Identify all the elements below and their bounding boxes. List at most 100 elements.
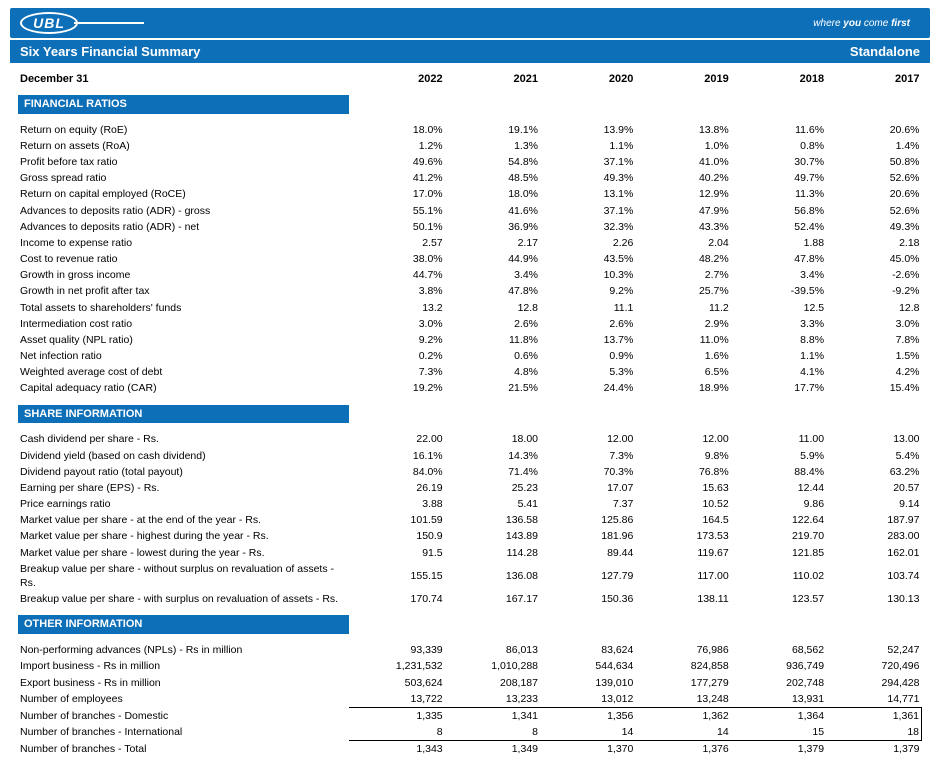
cell-value: 1,376 [635,741,730,758]
row-label: Return on equity (RoE) [18,122,349,138]
cell-value: 12.5 [731,300,826,316]
cell-value: 181.96 [540,528,635,544]
table-row: Breakup value per share - without surplu… [18,561,922,591]
cell-value: 13.9% [540,122,635,138]
cell-value: 20.57 [826,480,921,496]
cell-value: 9.2% [349,332,444,348]
table-row: Number of employees13,72213,23313,01213,… [18,691,922,708]
cell-value: 30.7% [731,154,826,170]
cell-value: 8.8% [731,332,826,348]
cell-value: 55.1% [349,203,444,219]
cell-value: 2.17 [445,235,540,251]
table-row: Intermediation cost ratio3.0%2.6%2.6%2.9… [18,316,922,332]
cell-value: 173.53 [635,528,730,544]
cell-value: 101.59 [349,512,444,528]
cell-value: 2.04 [635,235,730,251]
cell-value: 12.44 [731,480,826,496]
cell-value: 8 [349,724,444,741]
cell-value: 47.8% [445,283,540,299]
year-col: 2022 [349,71,444,95]
cell-value: 52.6% [826,170,921,186]
cell-value: 52.4% [731,219,826,235]
section-header: FINANCIAL RATIOS [18,95,922,114]
cell-value: 19.1% [445,122,540,138]
cell-value: 121.85 [731,545,826,561]
cell-value: 12.00 [635,431,730,447]
cell-value: 38.0% [349,251,444,267]
row-label: Cost to revenue ratio [18,251,349,267]
cell-value: 1,379 [731,741,826,758]
cell-value: 2.18 [826,235,921,251]
cell-value: 9.86 [731,496,826,512]
table-row: Weighted average cost of debt7.3%4.8%5.3… [18,364,922,380]
cell-value: 170.74 [349,591,444,607]
cell-value: 9.2% [540,283,635,299]
cell-value: 43.5% [540,251,635,267]
cell-value: 122.64 [731,512,826,528]
cell-value: 13.7% [540,332,635,348]
cell-value: 17.07 [540,480,635,496]
table-row: Dividend payout ratio (total payout)84.0… [18,464,922,480]
row-label: Number of branches - International [18,724,349,741]
table-row: Dividend yield (based on cash dividend)1… [18,448,922,464]
cell-value: 18.0% [445,186,540,202]
row-label: Number of branches - Domestic [18,707,349,724]
cell-value: 2.26 [540,235,635,251]
cell-value: 49.6% [349,154,444,170]
cell-value: 18.9% [635,380,730,396]
cell-value: 47.8% [731,251,826,267]
cell-value: 43.3% [635,219,730,235]
table-row: Number of branches - Total1,3431,3491,37… [18,741,922,758]
cell-value: 1,362 [635,707,730,724]
cell-value: 139,010 [540,675,635,691]
table-row: Non-performing advances (NPLs) - Rs in m… [18,642,922,658]
cell-value: 162.01 [826,545,921,561]
cell-value: 56.8% [731,203,826,219]
cell-value: 44.9% [445,251,540,267]
row-label: Asset quality (NPL ratio) [18,332,349,348]
cell-value: 123.57 [731,591,826,607]
cell-value: 3.8% [349,283,444,299]
cell-value: 164.5 [635,512,730,528]
cell-value: 1.88 [731,235,826,251]
row-label: Gross spread ratio [18,170,349,186]
cell-value: 2.6% [445,316,540,332]
cell-value: 17.7% [731,380,826,396]
cell-value: 76.8% [635,464,730,480]
cell-value: 294,428 [826,675,921,691]
cell-value: 7.3% [540,448,635,464]
cell-value: 127.79 [540,561,635,591]
cell-value: 11.1 [540,300,635,316]
cell-value: 1,349 [445,741,540,758]
cell-value: -39.5% [731,283,826,299]
cell-value: 1.4% [826,138,921,154]
table-row: Profit before tax ratio49.6%54.8%37.1%41… [18,154,922,170]
table-row: Return on capital employed (RoCE)17.0%18… [18,186,922,202]
cell-value: 11.8% [445,332,540,348]
cell-value: 3.0% [826,316,921,332]
cell-value: 2.9% [635,316,730,332]
cell-value: 130.13 [826,591,921,607]
cell-value: 91.5 [349,545,444,561]
cell-value: 71.4% [445,464,540,480]
cell-value: 125.86 [540,512,635,528]
cell-value: 25.7% [635,283,730,299]
table-row: Number of branches - Domestic1,3351,3411… [18,707,922,724]
year-col: 2020 [540,71,635,95]
section-header-label: SHARE INFORMATION [18,405,349,424]
row-label: Dividend yield (based on cash dividend) [18,448,349,464]
cell-value: 3.0% [349,316,444,332]
content: December 31 2022 2021 2020 2019 2018 201… [0,63,940,779]
cell-value: 6.5% [635,364,730,380]
cell-value: 41.0% [635,154,730,170]
table-row: Return on equity (RoE)18.0%19.1%13.9%13.… [18,122,922,138]
cell-value: 70.3% [540,464,635,480]
cell-value: 37.1% [540,203,635,219]
cell-value: 22.00 [349,431,444,447]
section-header-label: OTHER INFORMATION [18,615,349,634]
tagline: where you come first [813,18,910,29]
header-row: December 31 2022 2021 2020 2019 2018 201… [18,71,922,95]
cell-value: 26.19 [349,480,444,496]
cell-value: 83,624 [540,642,635,658]
table-row: Advances to deposits ratio (ADR) - gross… [18,203,922,219]
